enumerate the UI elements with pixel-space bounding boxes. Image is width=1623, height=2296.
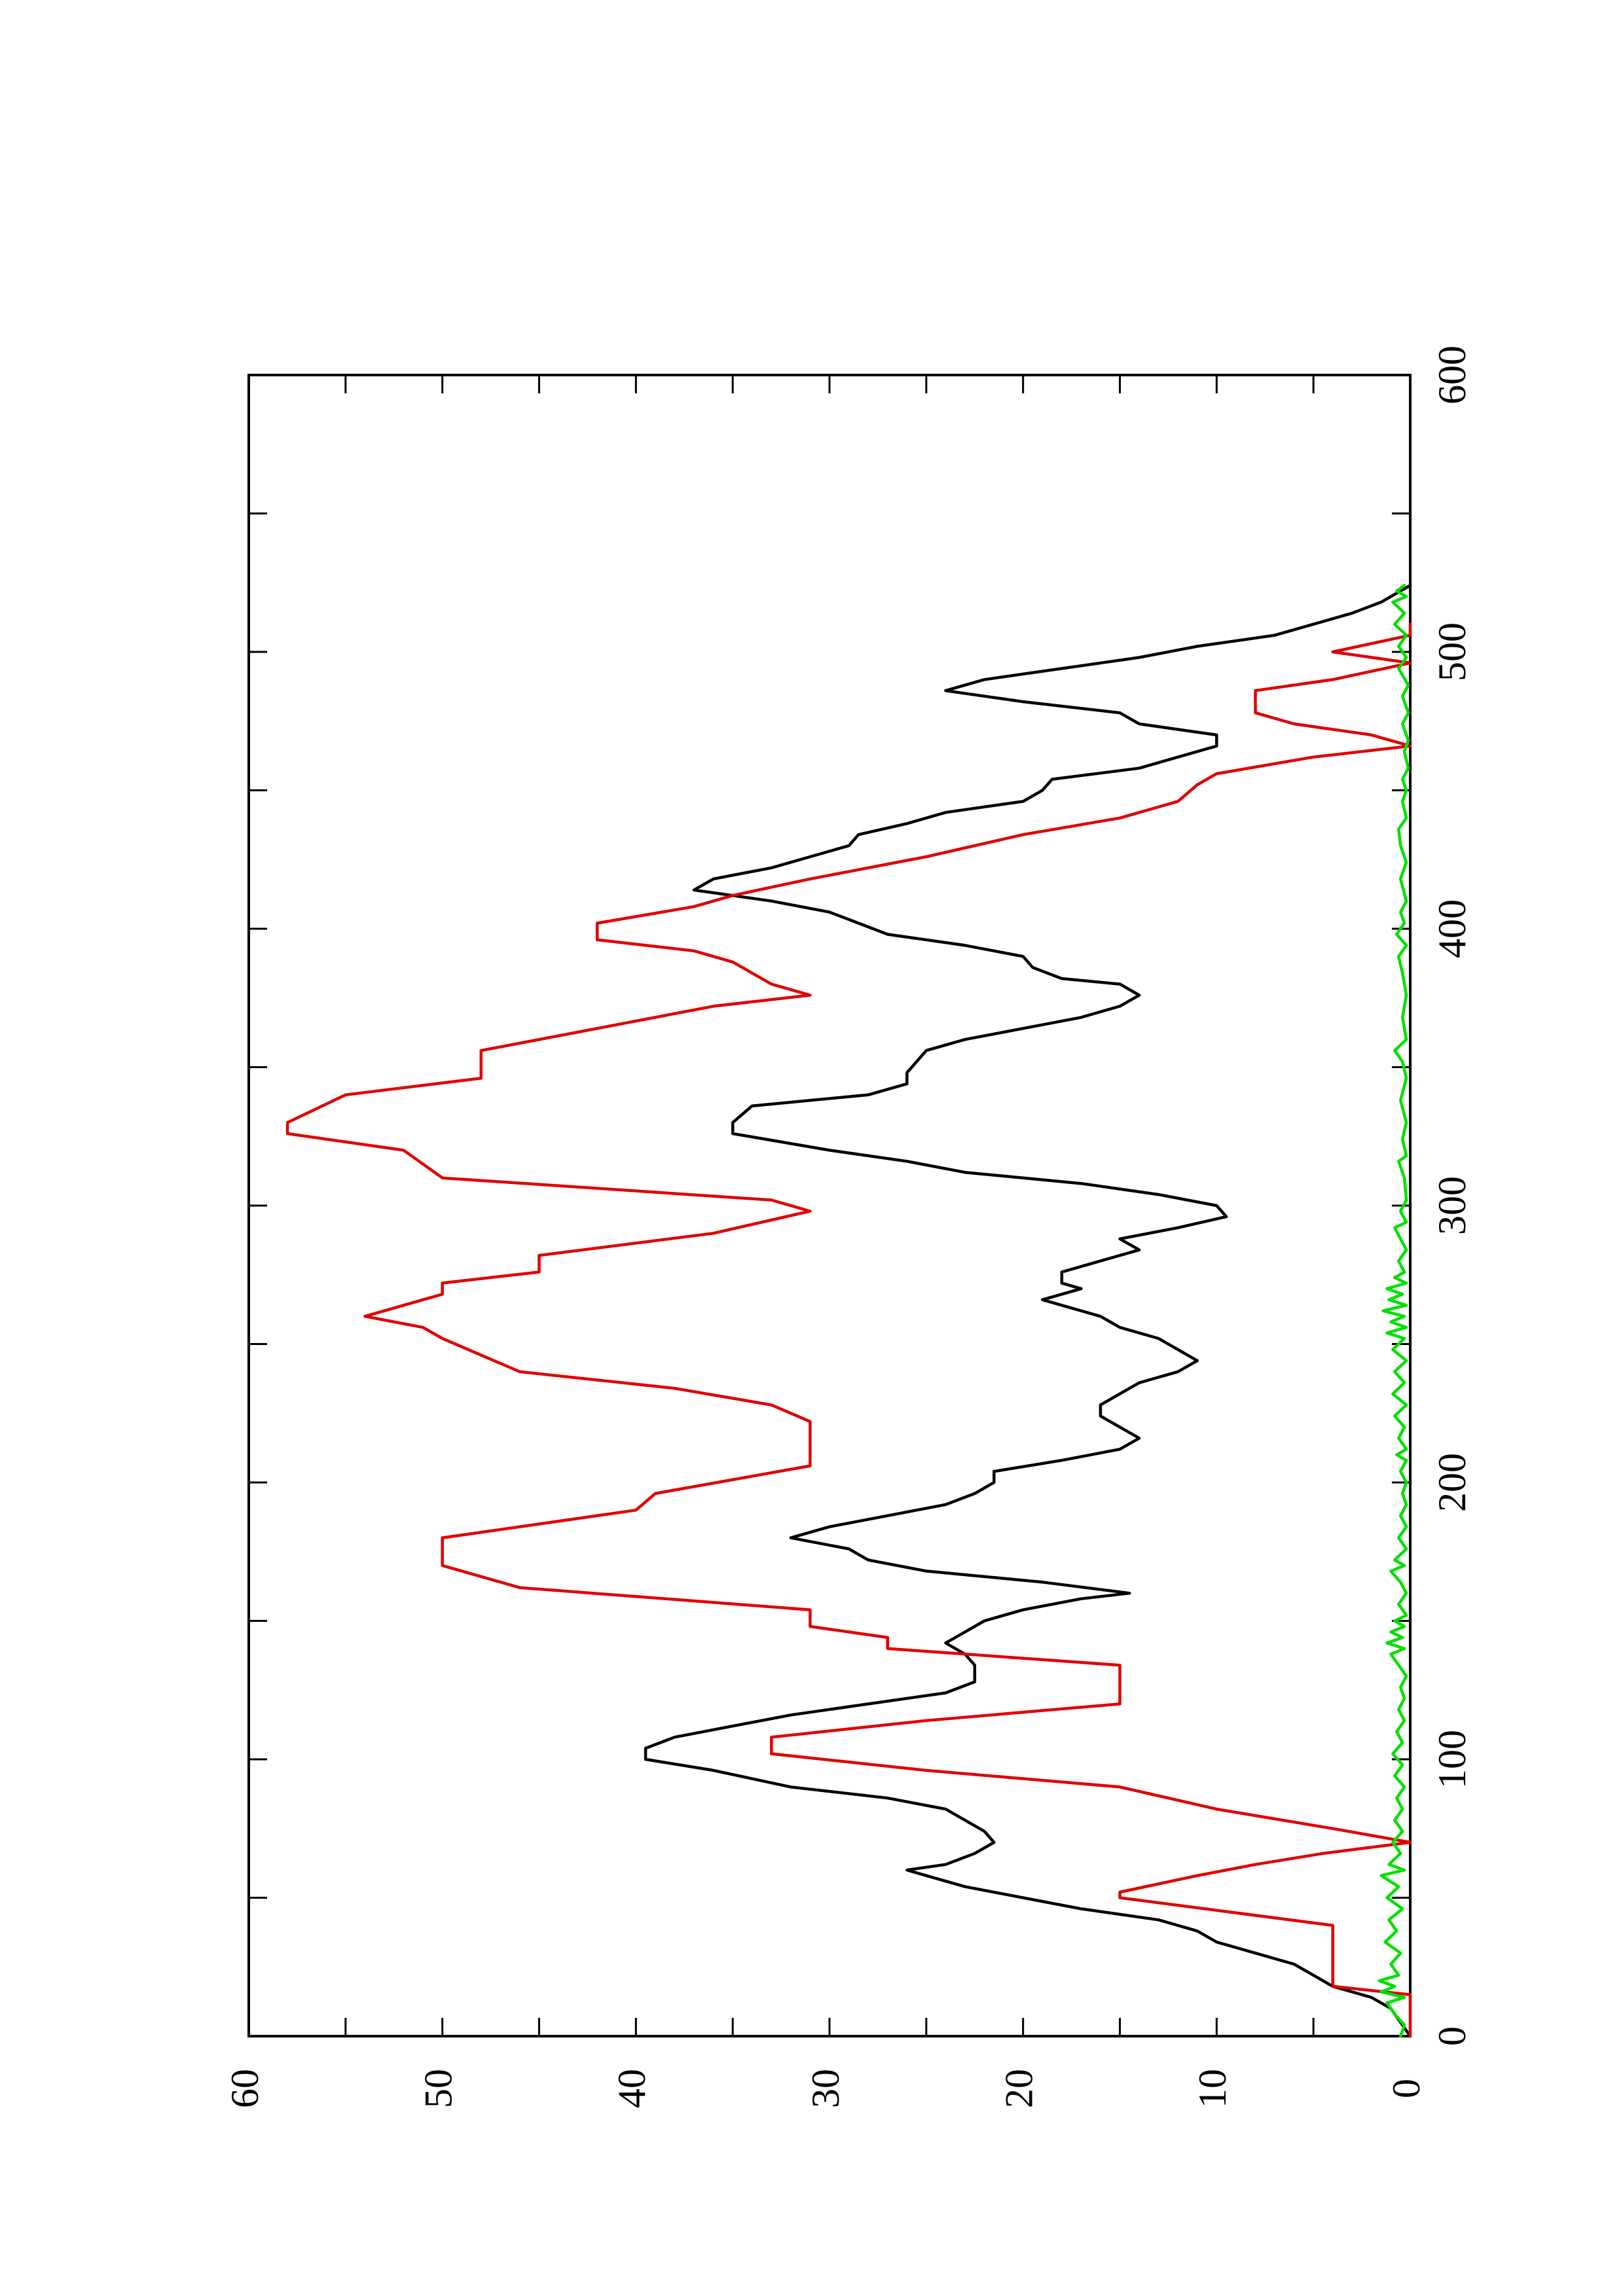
- plot-frame: [247, 374, 1412, 2037]
- y-tick-label: 50: [416, 2069, 460, 2108]
- y-tick-label: 40: [610, 2069, 653, 2108]
- y-tick-label: 10: [1191, 2069, 1234, 2108]
- x-tick-label: 200: [1431, 1453, 1474, 1512]
- x-tick-label: 100: [1431, 1730, 1474, 1789]
- y-tick-label: 0: [1385, 2079, 1428, 2098]
- series-line-3: [1377, 584, 1410, 2038]
- x-tick-label: 500: [1431, 622, 1474, 681]
- y-tick-label: 60: [223, 2069, 266, 2108]
- y-tick-label: 20: [997, 2069, 1040, 2108]
- series-line-2: [285, 622, 1412, 2038]
- series-lines: [285, 584, 1412, 2038]
- y-tick-label: 30: [804, 2069, 847, 2108]
- axis-tick-labels: 0 100 200 300 400 500 600 0 10 20 30 40 50 60: [223, 346, 1474, 2108]
- x-tick-label: 600: [1431, 346, 1474, 404]
- series-line-1: [644, 584, 1412, 2038]
- x-tick-label: 300: [1431, 1176, 1474, 1235]
- x-tick-label: 400: [1431, 899, 1474, 958]
- x-tick-label: 0: [1431, 2026, 1474, 2046]
- axis-ticks: [247, 374, 1412, 2037]
